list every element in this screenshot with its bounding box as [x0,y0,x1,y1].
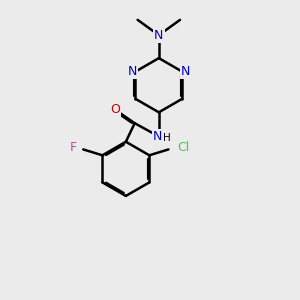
Text: F: F [70,141,77,154]
Text: N: N [154,29,164,42]
Text: H: H [163,133,171,143]
Text: Cl: Cl [177,141,190,154]
Text: N: N [181,65,190,78]
Text: N: N [153,130,162,143]
Text: N: N [128,65,137,78]
Text: O: O [111,103,121,116]
